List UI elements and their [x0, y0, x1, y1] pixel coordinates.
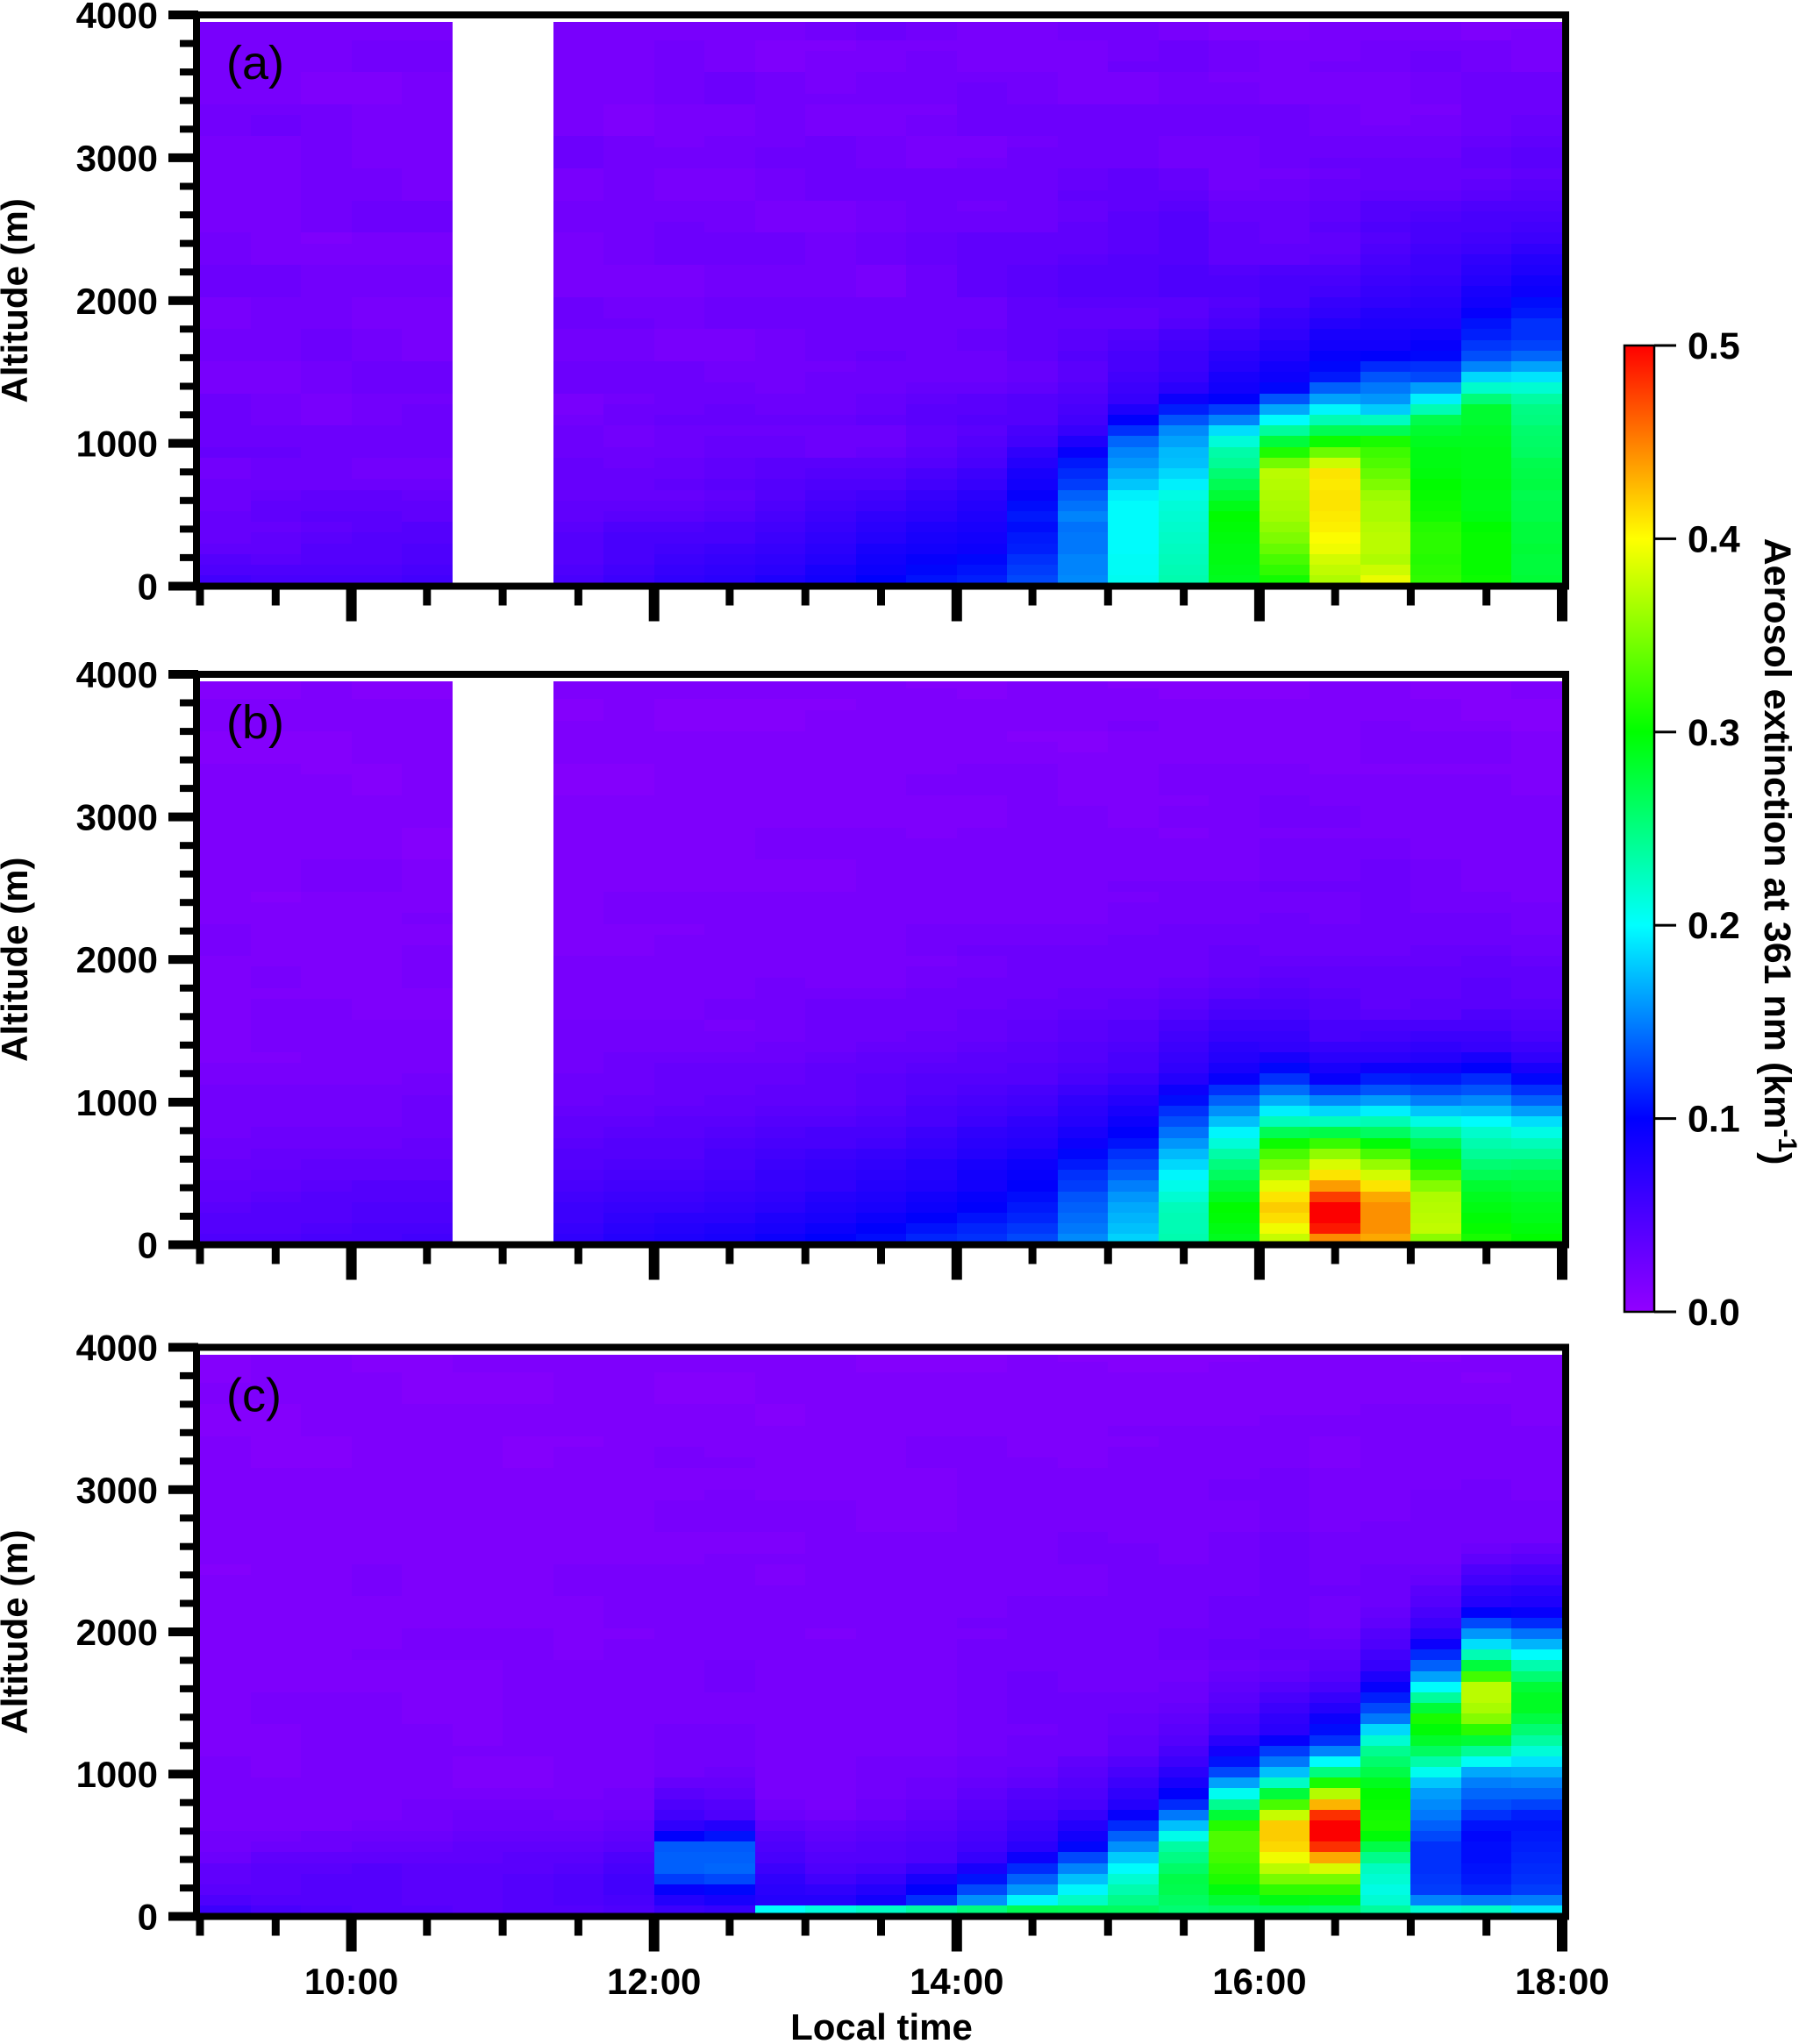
svg-text:0.4: 0.4	[1688, 518, 1740, 560]
svg-text:4000: 4000	[76, 0, 158, 36]
svg-text:0.2: 0.2	[1688, 905, 1740, 947]
svg-text:0: 0	[138, 566, 158, 608]
svg-text:Altitude (m): Altitude (m)	[0, 858, 35, 1062]
svg-text:0.3: 0.3	[1688, 712, 1740, 754]
svg-text:4000: 4000	[76, 654, 158, 695]
svg-text:1000: 1000	[76, 424, 158, 465]
svg-text:0.5: 0.5	[1688, 325, 1740, 367]
svg-text:1000: 1000	[76, 1754, 158, 1795]
svg-text:0.0: 0.0	[1688, 1292, 1740, 1334]
svg-text:Aerosol extinction at 361 nm (: Aerosol extinction at 361 nm (km-1)	[1756, 538, 1802, 1165]
svg-text:Altitude (m): Altitude (m)	[0, 1529, 35, 1734]
svg-text:10:00: 10:00	[304, 1961, 398, 2002]
svg-text:1000: 1000	[76, 1082, 158, 1123]
svg-text:Altitude (m): Altitude (m)	[0, 198, 35, 402]
svg-text:(b): (b)	[226, 696, 284, 749]
svg-text:12:00: 12:00	[607, 1961, 701, 2002]
svg-text:16:00: 16:00	[1212, 1961, 1306, 2002]
svg-text:2000: 2000	[76, 939, 158, 980]
svg-text:18:00: 18:00	[1515, 1961, 1609, 2002]
svg-text:(a): (a)	[226, 37, 284, 89]
svg-text:3000: 3000	[76, 138, 158, 179]
svg-text:4000: 4000	[76, 1328, 158, 1369]
svg-text:0: 0	[138, 1225, 158, 1266]
svg-text:14:00: 14:00	[910, 1961, 1003, 2002]
svg-text:0.1: 0.1	[1688, 1099, 1740, 1141]
svg-text:Local time: Local time	[790, 2006, 973, 2044]
svg-text:2000: 2000	[76, 281, 158, 322]
svg-text:0: 0	[138, 1897, 158, 1938]
svg-text:2000: 2000	[76, 1612, 158, 1653]
svg-text:3000: 3000	[76, 1470, 158, 1511]
svg-text:(c): (c)	[226, 1370, 282, 1422]
svg-text:3000: 3000	[76, 797, 158, 838]
